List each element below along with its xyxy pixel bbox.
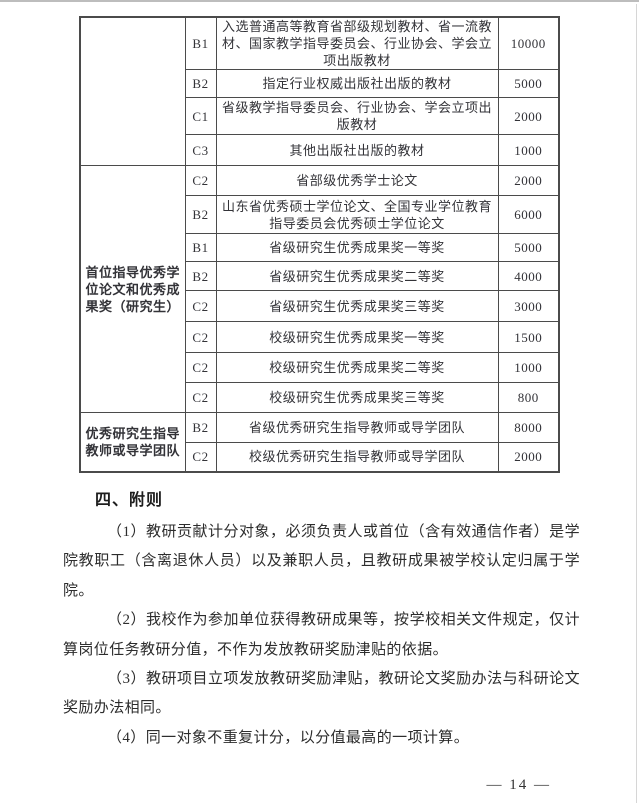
category-cell: 首位指导优秀学位论文和优秀成果奖（研究生）	[79, 165, 186, 413]
page-right-edge	[636, 4, 637, 803]
paragraph: （4）同一对象不重复计分，以分值最高的一项计算。	[107, 729, 470, 746]
grade-cell: B2	[184, 69, 217, 98]
desc-cell: 校级研究生优秀成果奖二等奖	[215, 352, 499, 383]
grade-cell: B1	[184, 233, 217, 262]
score-cell: 5000	[497, 233, 560, 262]
paragraph: （2）我校作为参加单位获得教研成果等，按学校相关文件规定，仅计算岗位任务教研分值…	[63, 612, 580, 658]
score-cell: 4000	[497, 261, 560, 291]
section-paragraphs: （1）教研贡献计分对象，必须负责人或首位（含有效通信作者）是学院教职工（含离退休…	[63, 518, 580, 753]
desc-cell: 入选普通高等教育省部级规划教材、省一流教材、国家教学指导委员会、行业协会、学会立…	[215, 16, 499, 70]
desc-cell: 省级研究生优秀成果奖二等奖	[215, 261, 499, 291]
desc-cell: 指定行业权威出版社出版的教材	[215, 69, 499, 98]
grade-cell: C2	[184, 382, 217, 413]
grade-cell: B1	[184, 16, 217, 70]
desc-cell: 其他出版社出版的教材	[215, 134, 499, 166]
score-cell: 2000	[497, 97, 560, 135]
score-table-body: B1 入选普通高等教育省部级规划教材、省一流教材、国家教学指导委员会、行业协会、学…	[79, 16, 560, 472]
score-cell: 1000	[497, 352, 560, 383]
table-row: 首位指导优秀学位论文和优秀成果奖（研究生） C2 省部级优秀学士论文 2000	[79, 165, 560, 413]
score-cell: 8000	[497, 412, 560, 443]
score-cell: 2000	[497, 165, 560, 196]
score-table: B1 入选普通高等教育省部级规划教材、省一流教材、国家教学指导委员会、行业协会、学…	[79, 16, 560, 473]
grade-cell: C3	[184, 134, 217, 166]
score-cell: 2000	[497, 442, 560, 472]
appendix-section: 四、附则 （1）教研贡献计分对象，必须负责人或首位（含有效通信作者）是学院教职工…	[63, 489, 580, 753]
grade-cell: C2	[184, 290, 217, 322]
grade-cell: C2	[184, 442, 217, 472]
category-cell: 优秀研究生指导教师或导学团队	[79, 412, 186, 472]
desc-cell: 省级优秀研究生指导教师或导学团队	[215, 412, 499, 443]
table-row: B2 指定行业权威出版社出版的教材 5000	[80, 69, 560, 98]
grade-cell: C2	[184, 165, 217, 196]
table-row: C3 其他出版社出版的教材 1000	[80, 134, 560, 166]
table-row: B1 省级研究生优秀成果奖一等奖 5000	[80, 233, 560, 262]
desc-cell: 省级教学指导委员会、行业协会、学会立项出版教材	[215, 97, 499, 135]
page-top-edge	[0, 0, 639, 2]
table-row: C2 校级研究生优秀成果奖三等奖 800	[80, 382, 560, 413]
table-row: B1 入选普通高等教育省部级规划教材、省一流教材、国家教学指导委员会、行业协会、学…	[79, 16, 560, 166]
table-row: 优秀研究生指导教师或导学团队 B2 省级优秀研究生指导教师或导学团队 8000	[79, 412, 560, 472]
score-cell: 6000	[497, 195, 560, 234]
desc-cell: 校级优秀研究生指导教师或导学团队	[215, 442, 499, 472]
score-cell: 10000	[497, 16, 560, 70]
grade-cell: C2	[184, 352, 217, 383]
grade-cell: B2	[184, 195, 217, 234]
paragraph: （1）教研贡献计分对象，必须负责人或首位（含有效通信作者）是学院教职工（含离退休…	[63, 524, 580, 599]
page-number: — 14 —	[486, 777, 551, 793]
score-cell: 5000	[497, 69, 560, 98]
grade-cell: B2	[184, 412, 217, 443]
paragraph: （3）教研项目立项发放教研奖励津贴，教研论文奖励办法与科研论文奖励办法相同。	[63, 671, 580, 717]
score-cell: 1500	[497, 321, 560, 353]
grade-cell: B2	[184, 261, 217, 291]
desc-cell: 校级研究生优秀成果奖三等奖	[215, 382, 499, 413]
desc-cell: 省级研究生优秀成果奖三等奖	[215, 290, 499, 322]
table-row: C1 省级教学指导委员会、行业协会、学会立项出版教材 2000	[80, 97, 560, 135]
table-row: B2 省级研究生优秀成果奖二等奖 4000	[80, 261, 560, 291]
score-cell: 3000	[497, 290, 560, 322]
grade-cell: C1	[184, 97, 217, 135]
score-cell: 800	[497, 382, 560, 413]
table-row: C2 省级研究生优秀成果奖三等奖 3000	[80, 290, 560, 322]
desc-cell: 校级研究生优秀成果奖一等奖	[215, 321, 499, 353]
desc-cell: 省部级优秀学士论文	[215, 165, 499, 196]
table-row: B2 山东省优秀硕士学位论文、全国专业学位教育指导委员会优秀硕士学位论文 6000	[80, 195, 560, 234]
table-row: C2 校级优秀研究生指导教师或导学团队 2000	[80, 442, 560, 472]
table-row: C2 校级研究生优秀成果奖二等奖 1000	[80, 352, 560, 383]
desc-cell: 山东省优秀硕士学位论文、全国专业学位教育指导委员会优秀硕士学位论文	[215, 195, 499, 234]
desc-cell: 省级研究生优秀成果奖一等奖	[215, 233, 499, 262]
section-heading: 四、附则	[95, 492, 164, 509]
grade-cell: C2	[184, 321, 217, 353]
score-cell: 1000	[497, 134, 560, 166]
category-cell	[79, 16, 186, 166]
